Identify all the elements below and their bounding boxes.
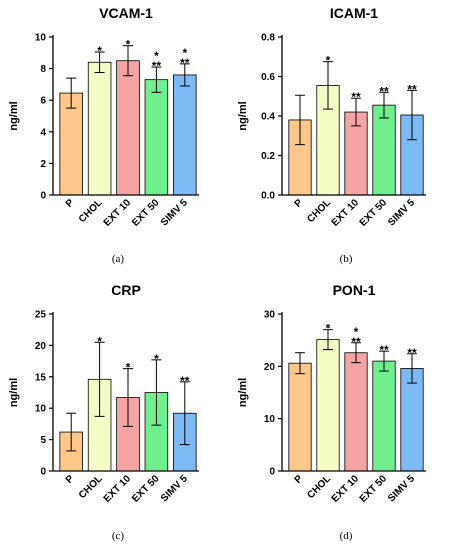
y-tick-label: 4 (40, 127, 46, 138)
y-tick-label: 15 (35, 372, 47, 383)
significance-marker: ** (180, 56, 190, 70)
x-tick-label: P (293, 197, 306, 210)
x-tick-label: EXT 50 (358, 473, 390, 505)
bar-p (288, 362, 312, 472)
y-tick-label: 30 (264, 310, 276, 321)
y-tick-label: 0 (40, 467, 46, 478)
significance-marker: ** (407, 82, 417, 96)
x-tick-label: P (293, 473, 306, 486)
chart-title: ICAM-1 (330, 5, 378, 21)
significance-marker: * (326, 322, 331, 336)
significance-marker: * (354, 325, 359, 339)
significance-marker: * (154, 352, 159, 366)
x-tick-label: SIMV 5 (386, 473, 417, 504)
significance-marker: ** (180, 374, 190, 388)
y-tick-label: 0.4 (261, 112, 275, 123)
panel-caption: (a) (112, 253, 125, 265)
panel-caption: (b) (340, 253, 353, 265)
bar-ext-50 (372, 360, 396, 472)
y-tick-label: 0.8 (261, 33, 275, 44)
y-tick-label: 0.6 (261, 72, 275, 83)
significance-marker: ** (379, 343, 389, 357)
x-tick-label: EXT 10 (330, 473, 362, 505)
bar-ext-50 (372, 104, 396, 196)
bar-ext-10 (344, 352, 368, 472)
bar-ext-10 (116, 60, 140, 196)
y-tick-label: 20 (264, 362, 276, 373)
bar-chol (316, 339, 340, 472)
bar-chol (87, 61, 112, 196)
y-tick-label: 10 (264, 414, 276, 425)
y-tick-label: 25 (35, 310, 47, 321)
x-tick-label: SIMV 5 (159, 473, 190, 504)
x-tick-label: P (64, 197, 77, 210)
y-tick-label: 0 (40, 191, 46, 202)
y-axis-label: ng/ml (237, 378, 249, 407)
significance-marker: ** (351, 90, 361, 104)
chart-title: VCAM-1 (99, 5, 153, 21)
y-tick-label: 5 (40, 435, 46, 446)
x-tick-label: EXT 10 (330, 197, 362, 229)
x-tick-label: SIMV 5 (159, 197, 190, 228)
chart-panel-1: ICAM-1ng/ml0.00.20.40.60.8P*CHOL**EXT 10… (237, 5, 426, 265)
significance-marker: ** (379, 84, 389, 98)
y-tick-label: 10 (35, 33, 47, 44)
chart-title: CRP (111, 282, 141, 298)
y-tick-label: 0 (269, 467, 275, 478)
x-tick-label: EXT 50 (358, 197, 390, 229)
significance-marker: * (126, 361, 131, 375)
significance-marker: * (97, 334, 102, 348)
y-axis-label: ng/ml (8, 378, 20, 407)
y-tick-label: 0.2 (261, 151, 275, 162)
significance-marker: * (182, 46, 187, 60)
y-axis-label: ng/ml (8, 101, 20, 130)
chart-title: PON-1 (333, 282, 376, 298)
x-tick-label: P (64, 473, 77, 486)
x-tick-label: EXT 10 (102, 473, 134, 505)
y-axis-label: ng/ml (237, 101, 249, 130)
bar-simv-5 (400, 368, 424, 472)
significance-marker: * (154, 49, 159, 63)
y-tick-label: 6 (40, 96, 46, 107)
x-tick-label: EXT 50 (130, 197, 162, 229)
x-tick-label: SIMV 5 (386, 197, 417, 228)
y-tick-label: 20 (35, 341, 47, 352)
significance-marker: * (97, 44, 102, 58)
y-tick-label: 8 (40, 64, 46, 75)
panel-caption: (d) (340, 530, 353, 542)
bar-simv-5 (173, 74, 197, 196)
y-tick-label: 10 (35, 404, 47, 415)
y-tick-label: 2 (40, 159, 46, 170)
x-tick-label: EXT 50 (130, 473, 162, 505)
significance-marker: ** (152, 59, 162, 73)
significance-marker: ** (407, 346, 417, 360)
panel-caption: (c) (112, 530, 125, 542)
significance-marker: * (326, 54, 331, 68)
significance-marker: ** (351, 335, 361, 349)
bar-ext-50 (144, 79, 169, 196)
significance-marker: * (126, 38, 131, 52)
x-tick-label: EXT 10 (102, 197, 134, 229)
y-tick-label: 0.0 (261, 191, 275, 202)
